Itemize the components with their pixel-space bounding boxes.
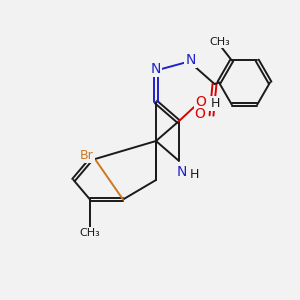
Text: N: N bbox=[185, 53, 196, 67]
Text: O: O bbox=[195, 107, 206, 121]
Text: H: H bbox=[210, 97, 220, 110]
Text: N: N bbox=[150, 62, 161, 76]
Text: Br: Br bbox=[80, 149, 94, 163]
Text: H: H bbox=[189, 167, 199, 181]
Text: N: N bbox=[176, 165, 187, 179]
Text: CH₃: CH₃ bbox=[209, 38, 230, 47]
Text: O: O bbox=[196, 95, 206, 109]
Text: CH₃: CH₃ bbox=[80, 227, 100, 238]
